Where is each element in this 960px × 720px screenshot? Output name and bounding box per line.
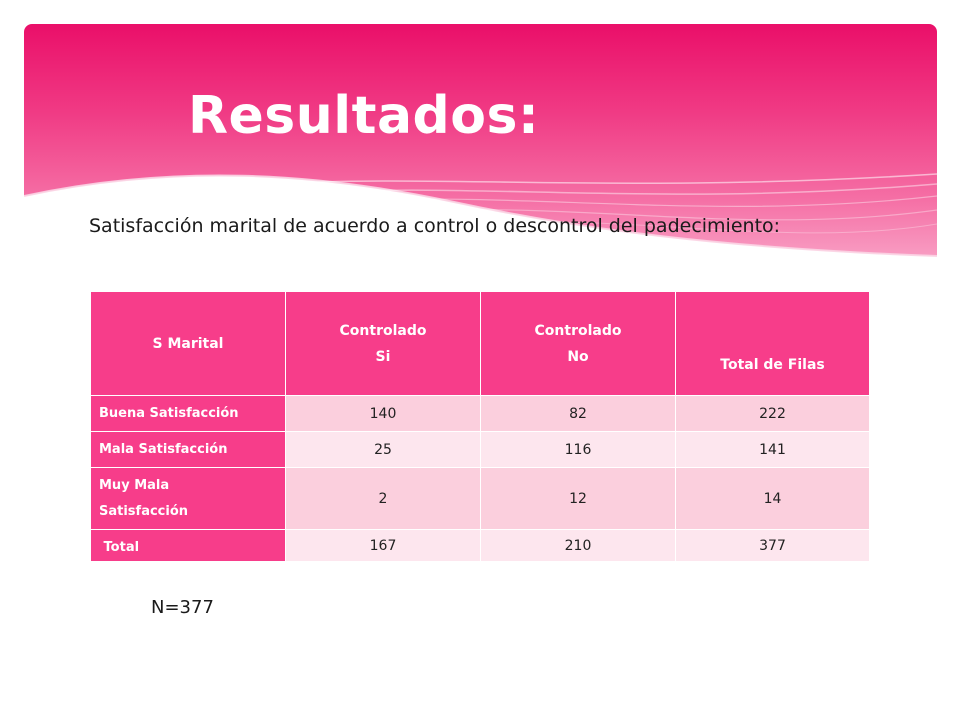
header-line: S Marital — [152, 335, 224, 352]
table-cell: 2 — [285, 467, 481, 530]
row-label: Buena Satisfacción — [90, 395, 286, 432]
row-label-line: Muy Mala — [99, 478, 170, 493]
header-controlado-no: Controlado No — [480, 291, 676, 396]
header-s-marital: S Marital — [90, 291, 286, 396]
table-header-row: S Marital Controlado Si Controlado No To… — [90, 291, 870, 396]
table-cell: 116 — [480, 431, 676, 468]
header-controlado-si: Controlado Si — [285, 291, 481, 396]
table-cell: 140 — [285, 395, 481, 432]
slide-title: Resultados: — [188, 86, 540, 146]
table-row: Total 167 210 377 — [90, 529, 870, 562]
row-label-line: Satisfacción — [99, 504, 189, 519]
table-cell: 210 — [480, 529, 676, 562]
slide-subtitle: Satisfacción marital de acuerdo a contro… — [89, 215, 781, 237]
table-cell: 25 — [285, 431, 481, 468]
header-total-de-filas: Total de Filas — [675, 291, 870, 396]
header-line: Si — [375, 348, 391, 365]
header-line: Controlado — [534, 322, 622, 339]
sample-size-label: N=377 — [151, 597, 214, 618]
table-cell: 167 — [285, 529, 481, 562]
row-label: Mala Satisfacción — [90, 431, 286, 468]
row-label-line: Mala Satisfacción — [99, 442, 228, 457]
table-row: Mala Satisfacción 25 116 141 — [90, 431, 870, 468]
header-line: Total de Filas — [720, 357, 825, 373]
row-label: Total — [90, 529, 286, 562]
table-cell: 222 — [675, 395, 870, 432]
table-cell: 377 — [675, 529, 870, 562]
table-cell: 141 — [675, 431, 870, 468]
row-label: Muy Mala Satisfacción — [90, 467, 286, 530]
table-cell: 14 — [675, 467, 870, 530]
table-cell: 12 — [480, 467, 676, 530]
header-line: Controlado — [339, 322, 427, 339]
results-table: S Marital Controlado Si Controlado No To… — [90, 291, 870, 562]
row-label-line: Buena Satisfacción — [99, 406, 239, 421]
title-banner — [24, 24, 937, 274]
table-row: Muy Mala Satisfacción 2 12 14 — [90, 467, 870, 530]
banner-wave-decoration — [24, 173, 937, 274]
header-line: No — [567, 348, 589, 365]
row-label-line: Total — [99, 540, 140, 555]
table-cell: 82 — [480, 395, 676, 432]
table-row: Buena Satisfacción 140 82 222 — [90, 395, 870, 432]
